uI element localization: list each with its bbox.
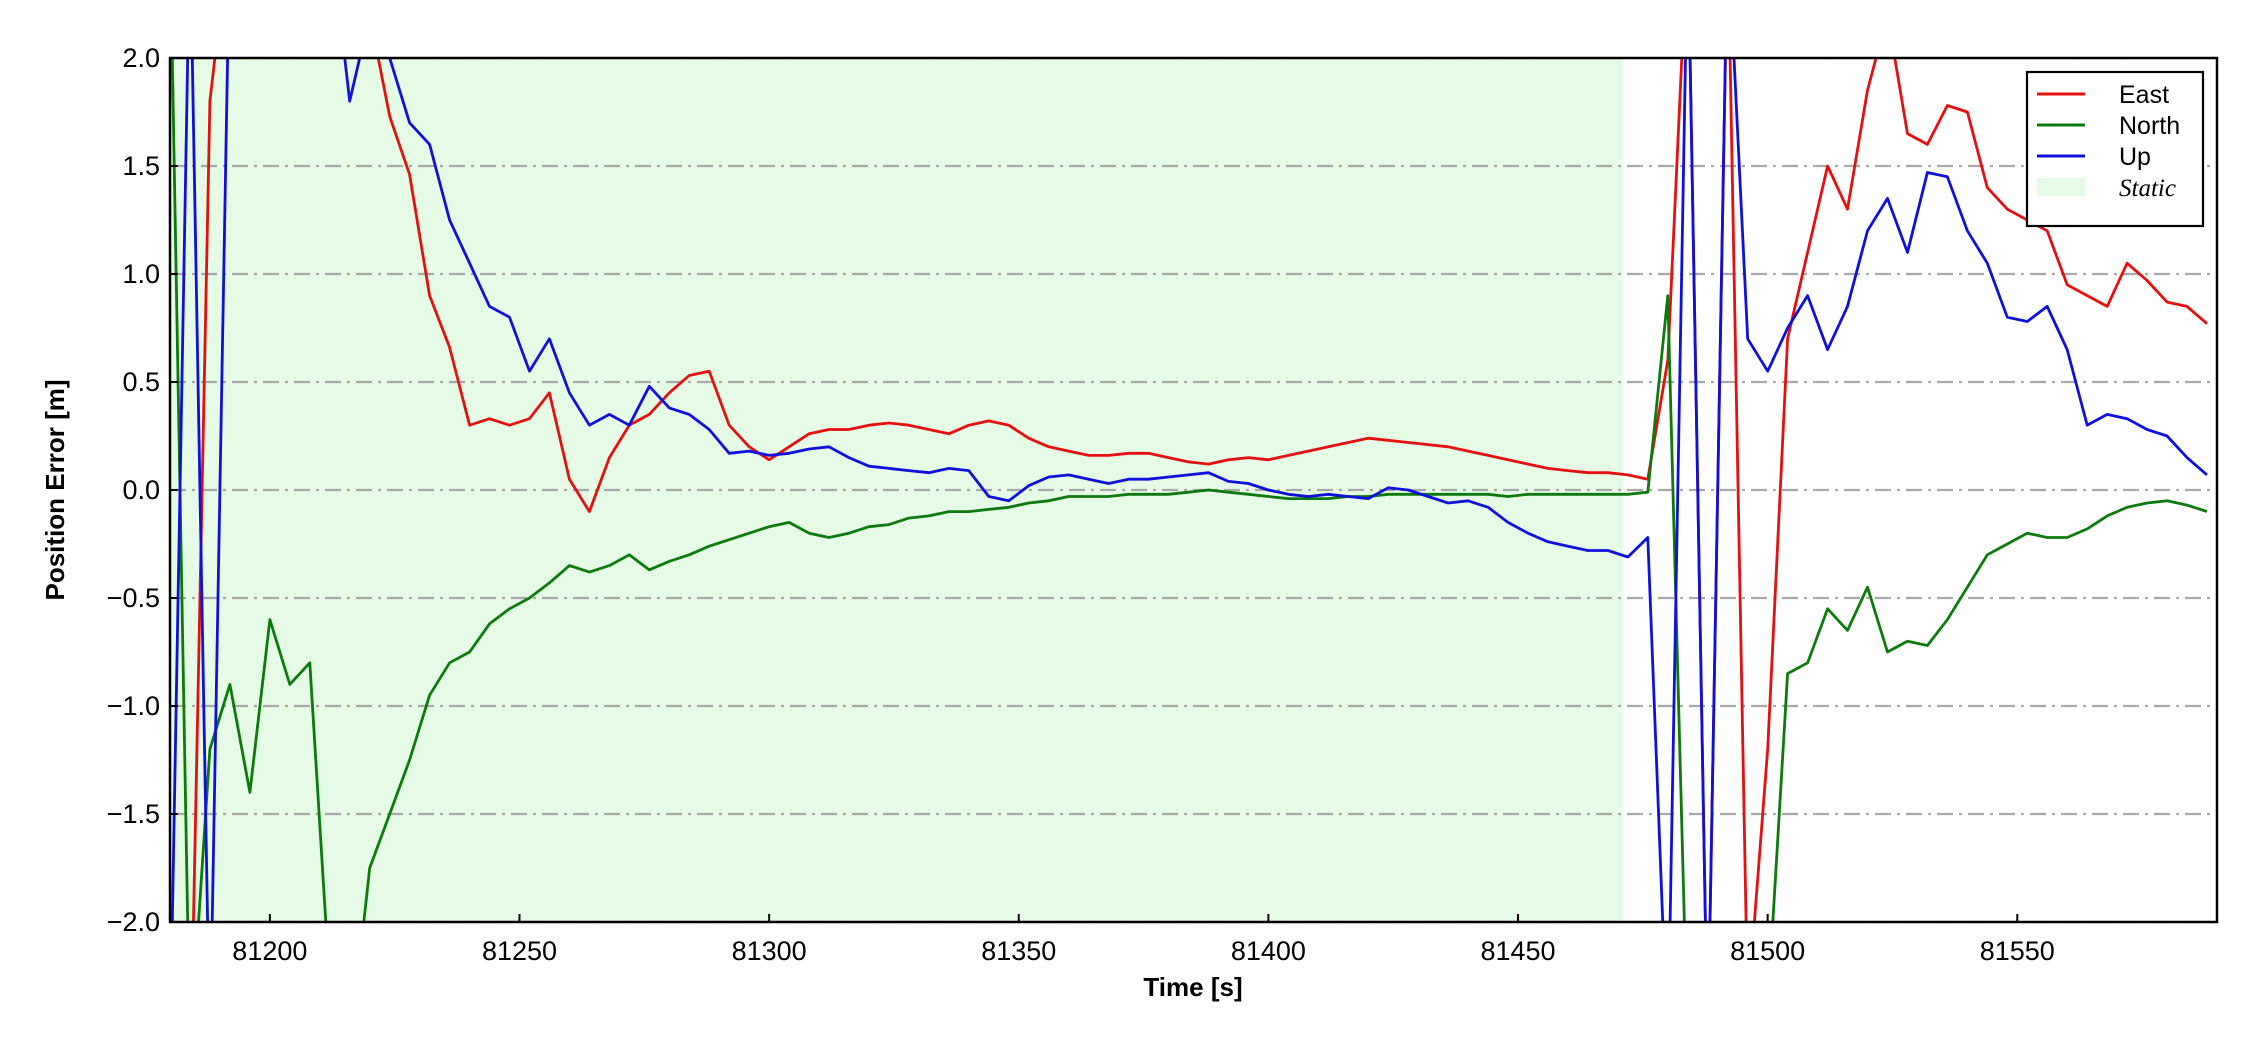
x-tick-label: 81300 — [732, 936, 807, 966]
y-tick-label: −1.5 — [107, 799, 160, 829]
y-tick-label: 2.0 — [122, 43, 160, 73]
legend-label: North — [2119, 112, 2180, 140]
legend-swatch — [2037, 178, 2085, 196]
series-line — [170, 58, 2208, 922]
series-line — [170, 58, 2208, 922]
y-tick-label: −1.0 — [107, 691, 160, 721]
legend-label: Static — [2119, 175, 2176, 202]
x-tick-label: 81250 — [482, 936, 557, 966]
legend-label: East — [2119, 81, 2169, 109]
y-tick-label: 0.0 — [122, 475, 160, 505]
x-tick-label: 81400 — [1231, 936, 1306, 966]
y-axis-label: Position Error [m] — [40, 379, 70, 600]
x-axis-label: Time [s] — [1143, 972, 1242, 1002]
legend: East North Up Static — [2025, 70, 2205, 228]
y-tick-label: −0.5 — [107, 583, 160, 613]
y-tick-label: 1.0 — [122, 259, 160, 289]
x-tick-label: 81350 — [981, 936, 1056, 966]
x-tick-label: 81200 — [232, 936, 307, 966]
y-tick-label: 0.5 — [122, 367, 160, 397]
legend-label: Up — [2119, 143, 2151, 171]
plot-area — [170, 58, 2217, 922]
legend-box — [2025, 70, 2205, 228]
y-tick-label: −2.0 — [107, 907, 160, 937]
y-tick-label: 1.5 — [122, 151, 160, 181]
x-tick-label: 81450 — [1480, 936, 1555, 966]
series-line — [192, 58, 2208, 922]
x-tick-label: 81500 — [1730, 936, 1805, 966]
x-tick-label: 81550 — [1980, 936, 2055, 966]
series-lines — [170, 58, 2208, 922]
